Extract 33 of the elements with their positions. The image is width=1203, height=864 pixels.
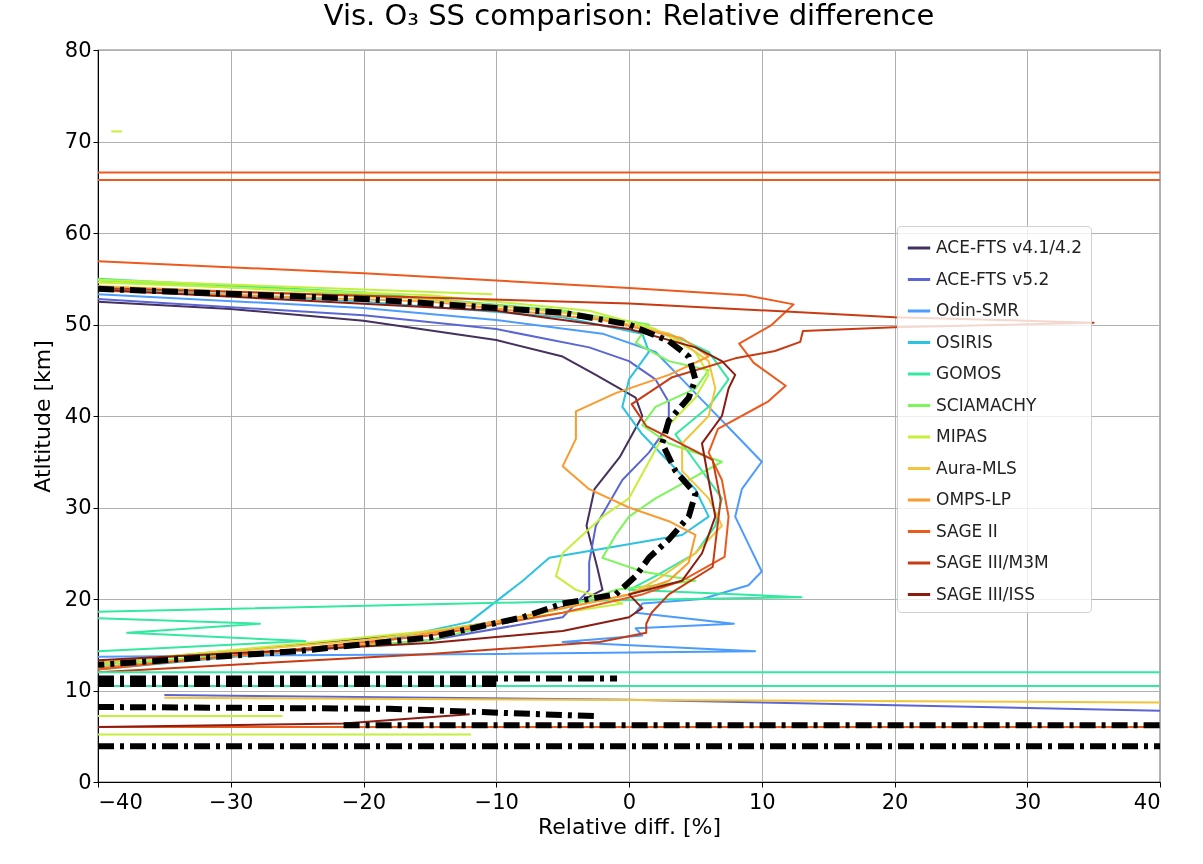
y-tick-label: 20 <box>64 586 92 611</box>
chart-title: Vis. O₃ SS comparison: Relative difference <box>323 0 935 32</box>
x-tick-label: 20 <box>881 789 909 814</box>
y-tick-label: 30 <box>64 495 92 519</box>
y-tick-label: 60 <box>64 220 92 245</box>
legend-label: SAGE II <box>936 520 998 541</box>
legend-label: ACE-FTS v5.2 <box>936 268 1050 289</box>
x-tick-label: 10 <box>748 789 776 814</box>
y-tick-label: 70 <box>64 129 92 153</box>
x-tick-label: 30 <box>1014 789 1042 814</box>
y-tick-label: 40 <box>64 403 92 428</box>
x-tick-label: −10 <box>474 789 519 814</box>
x-tick-label: 40 <box>1133 789 1161 814</box>
y-axis-title: Atltitude [km] <box>29 340 55 493</box>
x-tick-label: −40 <box>98 789 143 814</box>
x-tick-label: 0 <box>622 789 637 814</box>
legend-label: OSIRIS <box>936 331 993 352</box>
y-tick-label: 50 <box>64 312 92 336</box>
legend-label: OMPS-LP <box>936 489 1011 509</box>
x-tick-label: −30 <box>209 789 254 814</box>
x-axis-title: Relative diff. [%] <box>537 813 722 839</box>
legend-label: SCIAMACHY <box>936 394 1037 415</box>
y-tick-label: 10 <box>64 678 92 702</box>
x-tick-label: −20 <box>341 789 387 814</box>
legend-label: Odin-SMR <box>936 300 1020 320</box>
legend-label: Aura-MLS <box>936 457 1017 478</box>
legend-label: SAGE III/M3M <box>936 552 1049 572</box>
legend-label: GOMOS <box>936 363 1002 383</box>
y-tick-label: 80 <box>64 37 92 62</box>
legend-label: MIPAS <box>936 426 988 446</box>
legend-label: SAGE III/ISS <box>936 583 1036 604</box>
legend-label: ACE-FTS v4.1/4.2 <box>936 237 1082 257</box>
y-tick-label: 0 <box>78 769 92 794</box>
